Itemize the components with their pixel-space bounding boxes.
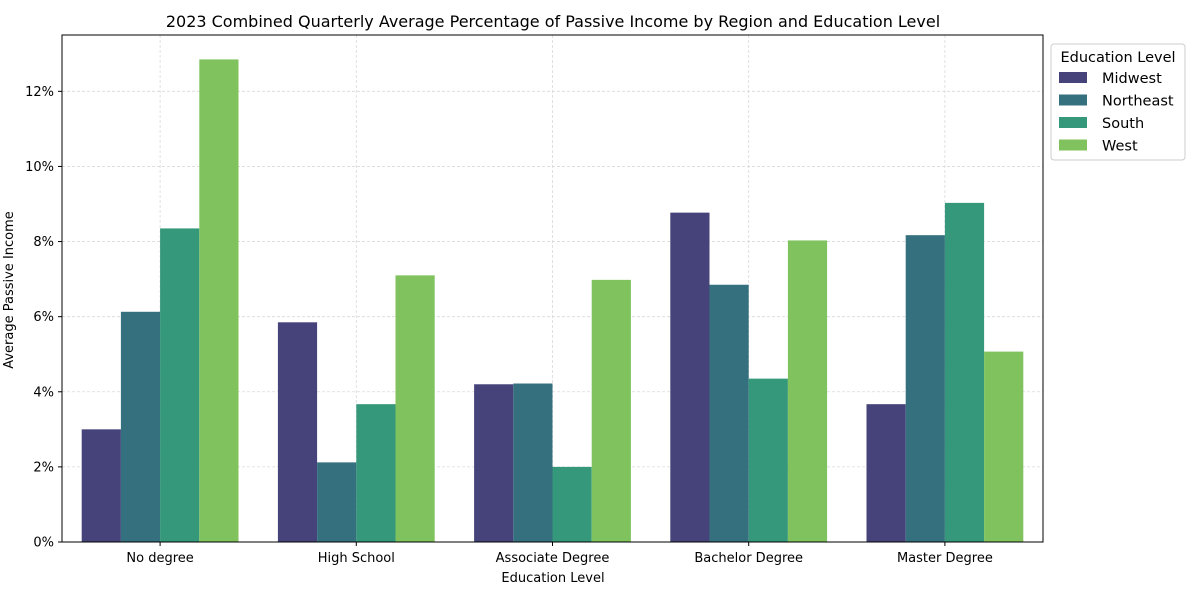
y-tick-label: 10% bbox=[25, 160, 54, 175]
y-tick-label: 12% bbox=[25, 85, 54, 100]
y-tick-label: 4% bbox=[33, 385, 54, 400]
bars-group bbox=[81, 59, 1024, 543]
bar-south bbox=[160, 228, 200, 542]
y-tick-label: 8% bbox=[33, 235, 54, 250]
bar-south bbox=[356, 404, 396, 542]
bar-west bbox=[984, 351, 1024, 542]
bar-northeast bbox=[905, 235, 945, 542]
bar-northeast bbox=[317, 462, 357, 542]
bar-midwest bbox=[81, 429, 121, 542]
legend-entry-label: Northeast bbox=[1102, 94, 1174, 110]
bar-midwest bbox=[670, 212, 710, 543]
bar-west bbox=[199, 59, 239, 543]
bar-midwest bbox=[474, 384, 514, 542]
bar-south bbox=[944, 202, 985, 542]
x-tick-label: High School bbox=[318, 551, 395, 566]
x-tick-label: Associate Degree bbox=[496, 551, 610, 566]
y-tick-label: 2% bbox=[33, 460, 54, 475]
legend-swatch bbox=[1059, 139, 1087, 151]
bar-northeast bbox=[513, 383, 553, 542]
y-tick-label: 6% bbox=[33, 310, 54, 325]
bar-south bbox=[552, 466, 592, 542]
bar-midwest bbox=[866, 404, 906, 542]
legend-swatch bbox=[1059, 94, 1087, 106]
x-tick-label: Bachelor Degree bbox=[694, 551, 803, 566]
legend-entry-label: West bbox=[1102, 139, 1138, 155]
bar-midwest bbox=[277, 322, 318, 542]
y-axis-label: Average Passive Income bbox=[2, 211, 17, 369]
x-axis-label: Education Level bbox=[501, 571, 604, 586]
bar-northeast bbox=[120, 311, 161, 542]
bar-south bbox=[748, 378, 788, 542]
bar-west bbox=[591, 279, 631, 542]
bar-west bbox=[395, 275, 435, 542]
y-axis: 0% 2% 4% 6% 8% 10% 12% bbox=[25, 85, 62, 551]
x-tick-label: Master Degree bbox=[897, 551, 993, 566]
x-tick-label: No degree bbox=[126, 551, 193, 566]
bar-west bbox=[787, 240, 828, 542]
legend-swatch bbox=[1059, 117, 1087, 128]
legend-title: Education Level bbox=[1060, 50, 1175, 66]
legend: Education Level Midwest Northeast South Wes… bbox=[1050, 43, 1186, 161]
legend-swatch bbox=[1059, 72, 1087, 83]
bar-northeast bbox=[709, 284, 749, 542]
chart-title: 2023 Combined Quarterly Average Percenta… bbox=[166, 12, 940, 31]
x-axis: No degree High School Associate Degree Bach… bbox=[126, 542, 993, 566]
legend-entry-label: Midwest bbox=[1102, 71, 1162, 87]
y-tick-label: 0% bbox=[33, 536, 54, 551]
legend-entry-label: South bbox=[1102, 116, 1144, 132]
